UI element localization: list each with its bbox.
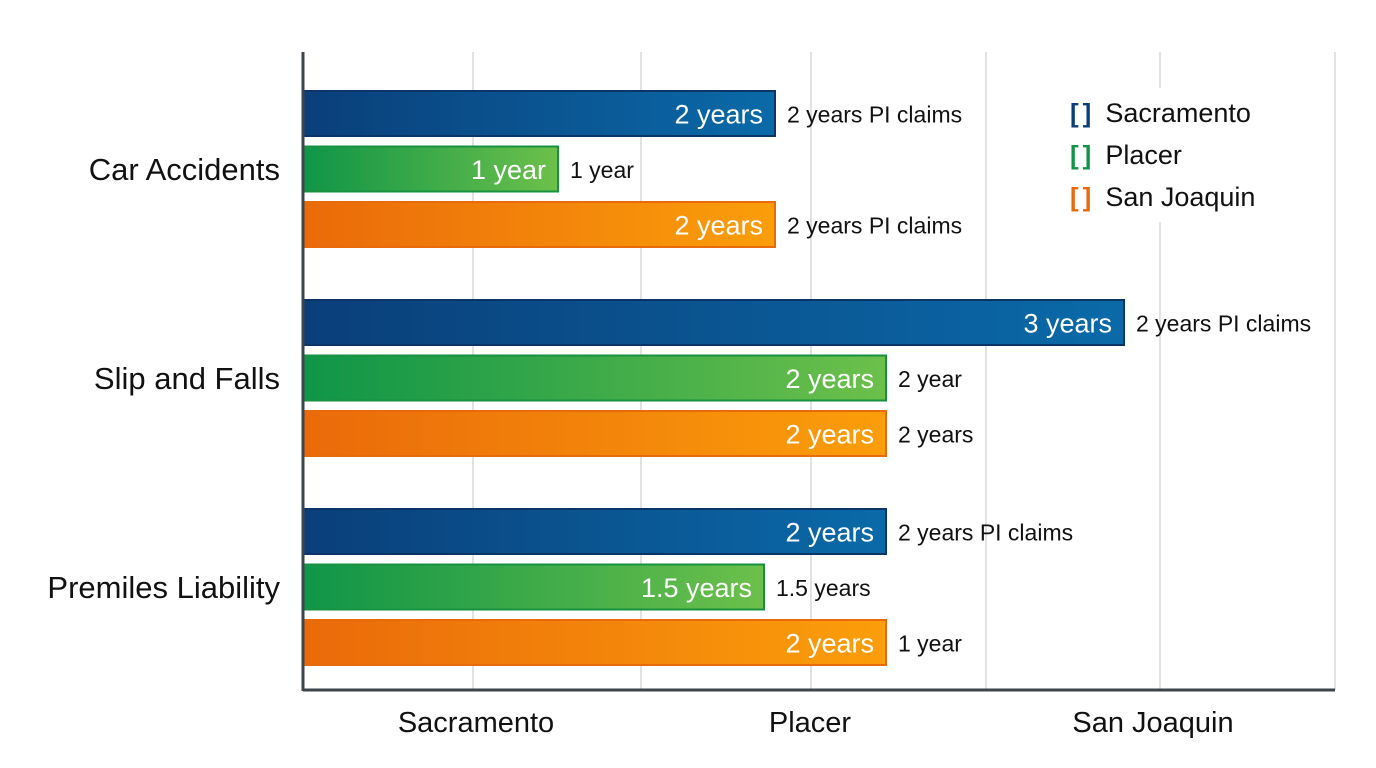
- bar-sacramento: [302, 299, 1125, 346]
- category-label: Car Accidents: [89, 152, 280, 187]
- bar-side-label: 1.5 years: [776, 575, 871, 601]
- bar-sacramento: [302, 90, 776, 137]
- bar-side-label: 2 years PI claims: [787, 102, 962, 128]
- bar-sacramento: [302, 508, 887, 555]
- legend: [] Sacramento [] Placer [] San Joaquin: [1064, 88, 1262, 222]
- x-tick-label: San Joaquin: [1072, 707, 1233, 739]
- legend-swatch-icon: []: [1070, 139, 1096, 170]
- bar-value-label: 2 years: [785, 364, 874, 394]
- bar-side-label: 2 years PI claims: [1136, 311, 1311, 337]
- bar-side-label: 1 year: [898, 631, 962, 657]
- bar-san-joaquin: [302, 201, 776, 248]
- legend-item: [] San Joaquin: [1070, 176, 1255, 218]
- bar-value-label: 2 years: [785, 629, 874, 659]
- legend-label: San Joaquin: [1105, 181, 1256, 212]
- legend-swatch-icon: []: [1070, 97, 1096, 128]
- bar-side-label: 1 year: [570, 157, 634, 183]
- legend-swatch-icon: []: [1070, 181, 1096, 212]
- legend-label: Sacramento: [1105, 97, 1251, 128]
- x-tick-label: Sacramento: [398, 707, 554, 739]
- bar-value-label: 1 year: [471, 155, 546, 185]
- legend-item: [] Placer: [1070, 134, 1255, 176]
- bar-side-label: 2 years PI claims: [898, 520, 1073, 546]
- category-label: Slip and Falls: [94, 361, 280, 396]
- bar-value-label: 2 years: [785, 518, 874, 548]
- legend-item: [] Sacramento: [1070, 92, 1255, 134]
- bar-value-label: 1.5 years: [641, 573, 752, 603]
- bar-side-label: 2 years PI claims: [787, 213, 962, 239]
- bar-san-joaquin: [302, 410, 887, 457]
- legend-label: Placer: [1105, 139, 1182, 170]
- x-tick-label: Placer: [769, 707, 852, 739]
- bar-placer: [302, 563, 765, 611]
- bar-value-label: 2 years: [785, 420, 874, 450]
- bar-side-label: 2 year: [898, 366, 962, 392]
- bar-value-label: 3 years: [1023, 309, 1112, 339]
- bar-placer: [302, 354, 887, 402]
- bar-value-label: 2 years: [674, 211, 763, 241]
- bar-side-label: 2 years: [898, 422, 973, 448]
- bar-san-joaquin: [302, 619, 887, 666]
- bar-value-label: 2 years: [674, 100, 763, 130]
- category-label: Premiles Liability: [47, 570, 280, 605]
